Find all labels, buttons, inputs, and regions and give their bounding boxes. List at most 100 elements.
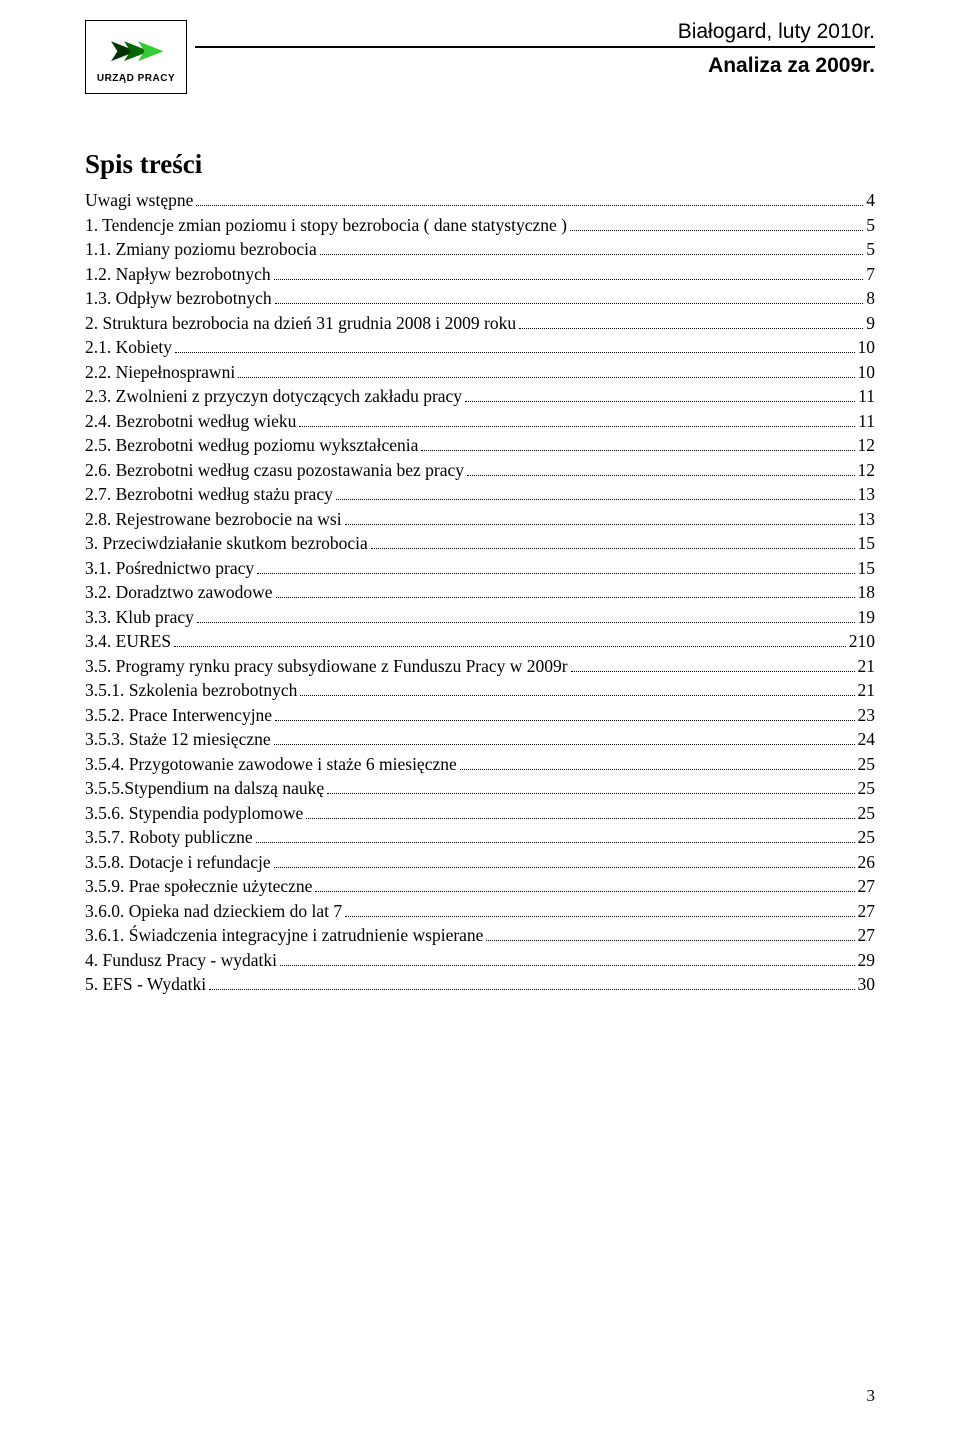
- toc-row: 2.6. Bezrobotni według czasu pozostawani…: [85, 458, 875, 483]
- toc-label: 3.5.1. Szkolenia bezrobotnych: [85, 678, 297, 703]
- toc-label: 3.5.6. Stypendia podyplomowe: [85, 801, 303, 826]
- toc-leader-dots: [467, 475, 854, 476]
- toc-page: 18: [858, 580, 876, 605]
- toc-row: 3.4. EURES210: [85, 629, 875, 654]
- toc-page: 27: [858, 874, 876, 899]
- toc-row: 2.4. Bezrobotni według wieku 11: [85, 409, 875, 434]
- toc-page: 4: [866, 188, 875, 213]
- toc-row: 2.2. Niepełnosprawni10: [85, 360, 875, 385]
- toc-row: 1. Tendencje zmian poziomu i stopy bezro…: [85, 213, 875, 238]
- toc-row: 3.5.8. Dotacje i refundacje26: [85, 850, 875, 875]
- toc-row: 2.1. Kobiety10: [85, 335, 875, 360]
- header-titles: Białogard, luty 2010r. Analiza za 2009r.: [195, 20, 875, 78]
- toc-row: 3.5.6. Stypendia podyplomowe 25: [85, 801, 875, 826]
- toc-row: 3.5.5.Stypendium na dalszą naukę25: [85, 776, 875, 801]
- toc-page: 5: [866, 237, 875, 262]
- toc-leader-dots: [345, 916, 854, 917]
- toc-row: 1.3. Odpływ bezrobotnych8: [85, 286, 875, 311]
- header-rule: [195, 46, 875, 48]
- toc-leader-dots: [196, 205, 863, 206]
- toc-label: Uwagi wstępne: [85, 188, 193, 213]
- toc-row: 2.7. Bezrobotni według stażu pracy 13: [85, 482, 875, 507]
- toc-row: 3.5. Programy rynku pracy subsydiowane z…: [85, 654, 875, 679]
- toc-page: 5: [866, 213, 875, 238]
- toc-label: 1. Tendencje zmian poziomu i stopy bezro…: [85, 213, 567, 238]
- toc-leader-dots: [274, 744, 855, 745]
- toc-label: 2.6. Bezrobotni według czasu pozostawani…: [85, 458, 464, 483]
- toc-leader-dots: [274, 867, 855, 868]
- toc-leader-dots: [275, 303, 864, 304]
- toc-row: 3.3. Klub pracy 19: [85, 605, 875, 630]
- toc-page: 27: [858, 923, 876, 948]
- toc-page: 23: [858, 703, 876, 728]
- toc-leader-dots: [276, 597, 855, 598]
- toc-label: 2.7. Bezrobotni według stażu pracy: [85, 482, 333, 507]
- toc-page: 13: [858, 482, 876, 507]
- toc-leader-dots: [299, 426, 855, 427]
- toc-label: 3.5.4. Przygotowanie zawodowe i staże 6 …: [85, 752, 457, 777]
- toc-row: 3.2. Doradztwo zawodowe18: [85, 580, 875, 605]
- toc-row: 3.5.3. Staże 12 miesięczne24: [85, 727, 875, 752]
- toc-page: 25: [858, 801, 876, 826]
- toc-page: 19: [858, 605, 876, 630]
- page-number: 3: [867, 1386, 876, 1406]
- toc-label: 2.4. Bezrobotni według wieku: [85, 409, 296, 434]
- toc-leader-dots: [238, 377, 854, 378]
- logo-block: ➤➤➤ URZĄD PRACY: [85, 20, 195, 94]
- toc-page: 11: [858, 384, 875, 409]
- toc-page: 15: [858, 531, 876, 556]
- toc-leader-dots: [274, 279, 864, 280]
- header-city-line: Białogard, luty 2010r.: [195, 20, 875, 44]
- toc-page: 24: [858, 727, 876, 752]
- toc-page: 13: [858, 507, 876, 532]
- logo-box: ➤➤➤ URZĄD PRACY: [85, 20, 187, 94]
- toc-page: 210: [849, 629, 875, 654]
- toc-page: 10: [858, 360, 876, 385]
- toc-label: 2.8. Rejestrowane bezrobocie na wsi: [85, 507, 342, 532]
- toc-page: 30: [858, 972, 876, 997]
- toc-label: 3.3. Klub pracy: [85, 605, 194, 630]
- logo-arrows-icon: ➤➤➤: [111, 31, 161, 71]
- toc-row: 5. EFS - Wydatki30: [85, 972, 875, 997]
- toc-leader-dots: [519, 328, 863, 329]
- toc-row: 3.6.1. Świadczenia integracyjne i zatrud…: [85, 923, 875, 948]
- toc-row: 2.3. Zwolnieni z przyczyn dotyczących za…: [85, 384, 875, 409]
- toc-row: 2.8. Rejestrowane bezrobocie na wsi 13: [85, 507, 875, 532]
- toc-label: 2.1. Kobiety: [85, 335, 172, 360]
- toc-row: 2. Struktura bezrobocia na dzień 31 grud…: [85, 311, 875, 336]
- toc-label: 4. Fundusz Pracy - wydatki: [85, 948, 277, 973]
- toc-page: 12: [858, 458, 876, 483]
- toc-leader-dots: [465, 401, 855, 402]
- toc-leader-dots: [320, 254, 863, 255]
- toc-leader-dots: [486, 940, 854, 941]
- toc-leader-dots: [571, 671, 855, 672]
- toc-page: 25: [858, 752, 876, 777]
- toc-leader-dots: [306, 818, 854, 819]
- toc-row: 3.5.9. Prae społecznie użyteczne27: [85, 874, 875, 899]
- toc-row: 1.2. Napływ bezrobotnych7: [85, 262, 875, 287]
- toc-label: 3.6.1. Świadczenia integracyjne i zatrud…: [85, 923, 483, 948]
- toc-label: 3. Przeciwdziałanie skutkom bezrobocia: [85, 531, 368, 556]
- toc-leader-dots: [256, 842, 855, 843]
- toc-row: 3.5.1. Szkolenia bezrobotnych 21: [85, 678, 875, 703]
- toc-page: 12: [858, 433, 876, 458]
- toc-row: 4. Fundusz Pracy - wydatki29: [85, 948, 875, 973]
- toc-label: 2. Struktura bezrobocia na dzień 31 grud…: [85, 311, 516, 336]
- toc-label: 3.5.5.Stypendium na dalszą naukę: [85, 776, 324, 801]
- toc-leader-dots: [257, 573, 854, 574]
- header-subtitle: Analiza za 2009r.: [195, 54, 875, 78]
- toc-page: 21: [858, 654, 876, 679]
- toc-label: 3.5.7. Roboty publiczne: [85, 825, 253, 850]
- toc-label: 3.1. Pośrednictwo pracy: [85, 556, 254, 581]
- toc-label: 2.3. Zwolnieni z przyczyn dotyczących za…: [85, 384, 462, 409]
- toc-leader-dots: [570, 230, 863, 231]
- toc-leader-dots: [315, 891, 854, 892]
- toc-row: 1.1. Zmiany poziomu bezrobocia5: [85, 237, 875, 262]
- toc-label: 2.5. Bezrobotni według poziomu wykształc…: [85, 433, 418, 458]
- toc-leader-dots: [327, 793, 854, 794]
- toc-leader-dots: [300, 695, 854, 696]
- toc-row: Uwagi wstępne 4: [85, 188, 875, 213]
- toc-page: 15: [858, 556, 876, 581]
- toc-row: 2.5. Bezrobotni według poziomu wykształc…: [85, 433, 875, 458]
- toc-page: 11: [858, 409, 875, 434]
